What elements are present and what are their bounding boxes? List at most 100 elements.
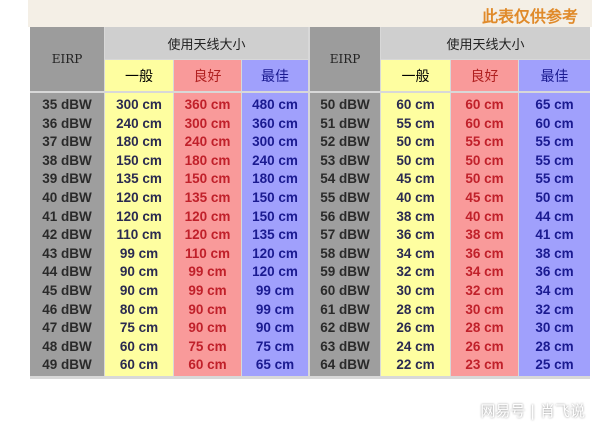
- table-cell: 60 cm: [119, 338, 159, 354]
- table-cell: 41 cm: [535, 227, 574, 243]
- table-cell: 34 cm: [465, 264, 504, 280]
- table-cell: 240 cm: [184, 134, 231, 150]
- table-cell: 51 dBW: [320, 115, 370, 131]
- table-cell: 60 cm: [119, 357, 159, 373]
- table-cell: 99 cm: [119, 245, 159, 261]
- table-cell: 58 dBW: [320, 245, 370, 261]
- table-cell: 57 dBW: [320, 227, 370, 243]
- table-cell: 26 cm: [465, 338, 504, 354]
- best-column-right: 65 cm 60 cm 55 cm 55 cm 55 cm 50 cm 44 cm 41 cm…: [519, 93, 590, 376]
- table-cell: 45 dBW: [42, 282, 92, 298]
- table-cell: 135 cm: [252, 227, 298, 243]
- table-cell: 300 cm: [184, 115, 231, 131]
- table-cell: 50 cm: [535, 189, 574, 205]
- table-cell: 110 cm: [184, 245, 231, 261]
- table-cell: 62 dBW: [320, 320, 370, 336]
- table-cell: 90 cm: [188, 301, 227, 317]
- table-cell: 61 dBW: [320, 301, 370, 317]
- watermark: 网易号 | 肖飞说: [480, 402, 585, 420]
- table-cell: 75 cm: [119, 320, 159, 336]
- table-cell: 47 dBW: [42, 320, 92, 336]
- table-cell: 99 cm: [255, 282, 295, 298]
- table-cell: 44 dBW: [42, 264, 92, 280]
- good-column-left: 360 cm 300 cm 240 cm 180 cm 150 cm 135 cm 120 …: [174, 93, 241, 376]
- table-cell: 50 cm: [396, 152, 435, 168]
- table-cell: 40 cm: [465, 208, 504, 224]
- table-cell: 180 cm: [116, 134, 162, 150]
- eirp-antenna-table: EIRP 使用天线大小 一般 良好 最佳 EIRP 使用天线大小 一般 良好 最…: [30, 27, 590, 379]
- table-cell: 38 cm: [535, 245, 574, 261]
- table-cell: 240 cm: [116, 115, 162, 131]
- table-cell: 41 dBW: [42, 208, 92, 224]
- table-cell: 120 cm: [184, 208, 231, 224]
- table-cell: 22 cm: [396, 357, 435, 373]
- table-cell: 28 cm: [465, 320, 504, 336]
- table-cell: 38 cm: [465, 227, 504, 243]
- table-cell: 360 cm: [184, 97, 231, 112]
- eirp-header-left: EIRP: [30, 27, 104, 91]
- table-cell: 32 cm: [535, 301, 574, 317]
- table-cell: 90 cm: [255, 320, 295, 336]
- general-header-left: 一般: [105, 60, 173, 91]
- table-cell: 110 cm: [116, 227, 162, 243]
- table-cell: 48 dBW: [42, 338, 92, 354]
- table-cell: 23 cm: [465, 357, 504, 373]
- table-cell: 135 cm: [184, 189, 231, 205]
- table-cell: 55 cm: [535, 171, 574, 187]
- antenna-size-header-right: 使用天线大小: [381, 27, 590, 59]
- table-cell: 135 cm: [116, 171, 162, 187]
- table-cell: 150 cm: [252, 208, 298, 224]
- table-cell: 45 cm: [396, 171, 435, 187]
- general-column-left: 300 cm 240 cm 180 cm 150 cm 135 cm 120 cm 120 …: [105, 93, 173, 376]
- table-cell: 36 dBW: [42, 115, 92, 131]
- table-cell: 60 cm: [465, 97, 504, 112]
- table-cell: 36 cm: [465, 245, 504, 261]
- table-cell: 44 cm: [535, 208, 574, 224]
- table-cell: 42 dBW: [42, 227, 92, 243]
- table-cell: 50 cm: [465, 152, 504, 168]
- table-cell: 34 cm: [396, 245, 435, 261]
- table-cell: 55 cm: [465, 134, 504, 150]
- general-column-right: 60 cm 55 cm 50 cm 50 cm 45 cm 40 cm 38 cm 36 cm…: [381, 93, 450, 376]
- table-cell: 38 dBW: [42, 152, 92, 168]
- table-cell: 34 cm: [535, 282, 574, 298]
- table-cell: 75 cm: [188, 338, 227, 354]
- table-cell: 35 dBW: [42, 97, 92, 112]
- table-cell: 240 cm: [252, 152, 298, 168]
- table-cell: 32 cm: [465, 282, 504, 298]
- eirp-column-right: 50 dBW 51 dBW 52 dBW 53 dBW 54 dBW 55 dBW 56 d…: [310, 93, 380, 376]
- table-cell: 43 dBW: [42, 245, 92, 261]
- eirp-header-right: EIRP: [310, 27, 380, 91]
- table-cell: 28 cm: [396, 301, 435, 317]
- best-header-right: 最佳: [519, 60, 590, 91]
- table-cell: 99 cm: [255, 301, 295, 317]
- table-cell: 300 cm: [116, 97, 162, 112]
- table-cell: 30 cm: [396, 282, 435, 298]
- table-cell: 120 cm: [184, 227, 231, 243]
- table-cell: 30 cm: [465, 301, 504, 317]
- table-cell: 30 cm: [535, 320, 574, 336]
- table-cell: 99 cm: [188, 282, 227, 298]
- table-cell: 63 dBW: [320, 338, 370, 354]
- table-cell: 46 dBW: [42, 301, 92, 317]
- table-cell: 99 cm: [188, 264, 227, 280]
- table-cell: 300 cm: [252, 134, 298, 150]
- table-cell: 60 cm: [465, 115, 504, 131]
- table-cell: 80 cm: [119, 301, 159, 317]
- general-header-right: 一般: [381, 60, 450, 91]
- table-cell: 55 cm: [535, 134, 574, 150]
- good-column-right: 60 cm 60 cm 55 cm 50 cm 50 cm 45 cm 40 cm 38 cm…: [451, 93, 518, 376]
- table-cell: 38 cm: [396, 208, 435, 224]
- table-cell: 36 cm: [535, 264, 574, 280]
- table-cell: 50 cm: [465, 171, 504, 187]
- table-cell: 50 dBW: [320, 97, 370, 112]
- table-cell: 56 dBW: [320, 208, 370, 224]
- table-cell: 50 cm: [396, 134, 435, 150]
- antenna-size-header-left: 使用天线大小: [105, 27, 308, 59]
- table-cell: 32 cm: [396, 264, 435, 280]
- table-cell: 60 cm: [535, 115, 574, 131]
- reference-note: 此表仅供参考: [481, 7, 578, 26]
- table-cell: 90 cm: [119, 282, 159, 298]
- table-cell: 40 cm: [396, 189, 435, 205]
- table-cell: 40 dBW: [42, 189, 92, 205]
